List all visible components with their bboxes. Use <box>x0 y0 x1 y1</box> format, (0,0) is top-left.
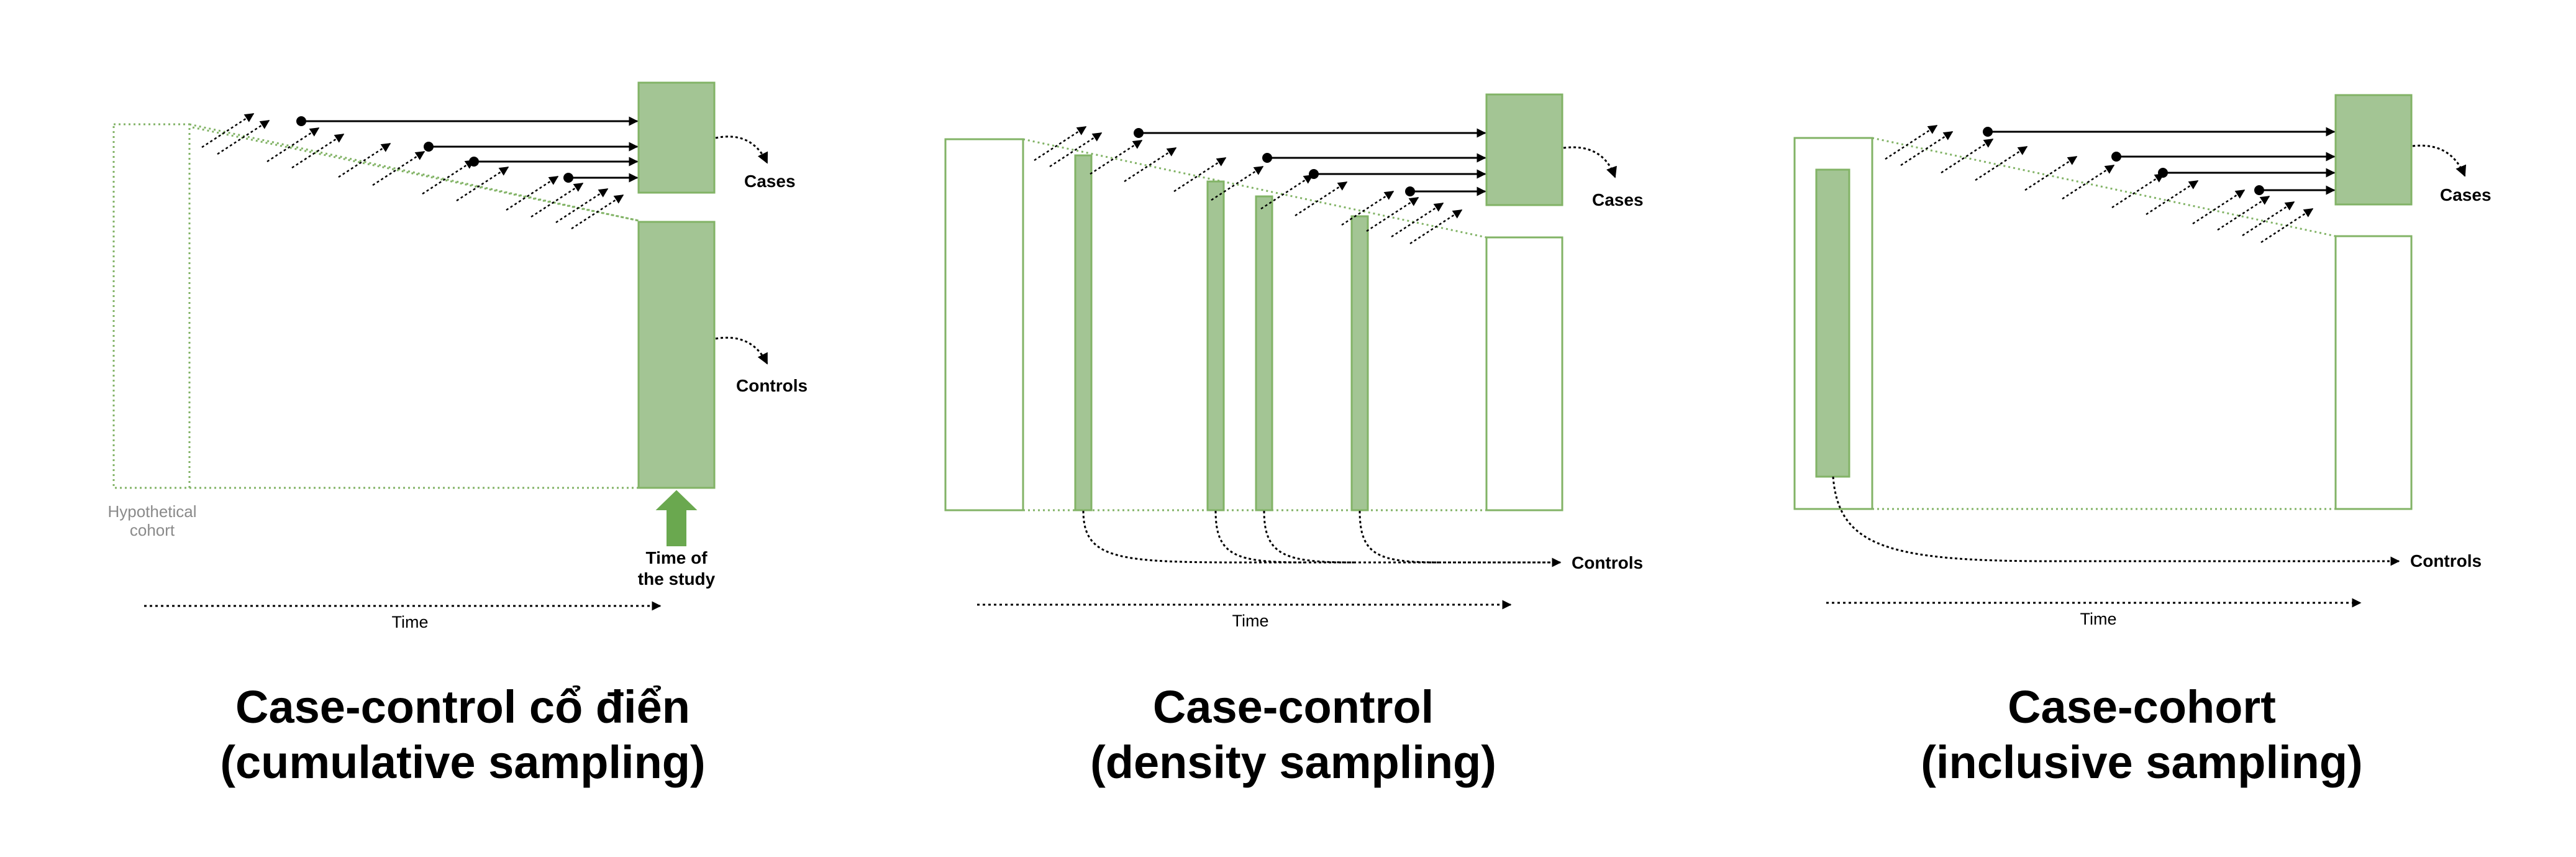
time-label: Time <box>392 613 429 631</box>
cases-box <box>2334 94 2413 206</box>
panel-density-sampling: Cases Controls Time Case-control (densit… <box>944 93 1644 788</box>
time-label: Time <box>1232 612 1269 630</box>
controls-box <box>637 221 716 489</box>
subcohort-bar <box>1815 168 1850 478</box>
panel-title: Case-cohort <box>2008 681 2276 733</box>
hypothetical-cohort-label: Hypothetical <box>107 502 196 521</box>
panel-subtitle: (density sampling) <box>1090 736 1496 788</box>
panel-title: Case-control <box>1153 681 1434 733</box>
time-of-study-label: Time of <box>645 548 708 567</box>
sampled-controls <box>1074 154 1369 511</box>
cases-box <box>1485 93 1563 206</box>
panel-subtitle: (cumulative sampling) <box>220 736 705 788</box>
case-events <box>301 116 639 183</box>
time-of-study-label-2: the study <box>638 569 716 589</box>
controls-label: Controls <box>2410 551 2482 571</box>
time-of-study-arrow <box>655 490 698 546</box>
cases-box <box>637 81 716 194</box>
panel-inclusive-sampling: Cases Controls Time Case-cohort (inclusi… <box>1793 94 2492 788</box>
cases-label: Cases <box>1592 190 1644 209</box>
controls-box <box>1485 236 1563 511</box>
cohort-start-box <box>944 138 1024 511</box>
controls-box <box>2334 235 2413 510</box>
hypothetical-cohort-outline <box>112 123 639 489</box>
cases-label: Cases <box>2440 185 2492 204</box>
panel-title: Case-control cổ điển <box>235 681 690 733</box>
panel-subtitle: (inclusive sampling) <box>1921 736 2362 788</box>
cohort-start-box <box>1793 137 1873 510</box>
cohort-entries <box>201 112 624 230</box>
controls-label: Controls <box>1572 553 1643 572</box>
time-label: Time <box>2080 610 2117 628</box>
controls-label: Controls <box>736 376 808 395</box>
panel-cumulative-sampling: Cases Controls Hypothetical cohort Time … <box>107 81 808 788</box>
hypothetical-cohort-label-2: cohort <box>130 521 175 539</box>
cases-label: Cases <box>744 172 796 191</box>
